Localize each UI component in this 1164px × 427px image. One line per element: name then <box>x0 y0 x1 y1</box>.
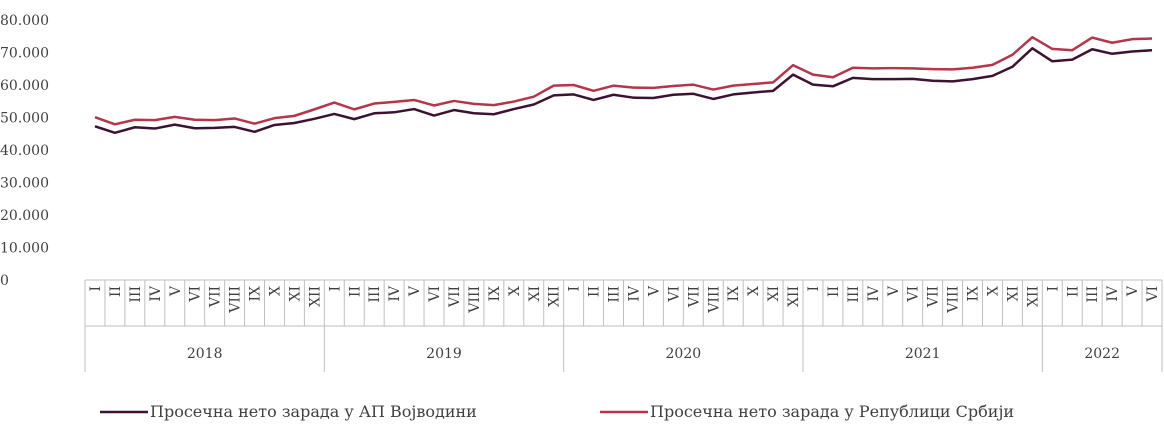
x-tick-label: III <box>1085 286 1101 303</box>
x-tick-label: I <box>806 286 822 292</box>
series-line <box>94 35 1153 126</box>
x-tick-label: VI <box>188 286 204 303</box>
y-tick-label: 40.000 <box>0 143 49 159</box>
x-tick-label: XII <box>786 286 802 307</box>
x-tick-label: XI <box>527 286 543 302</box>
x-tick-label: II <box>826 286 842 297</box>
x-tick-label: XI <box>1005 286 1021 302</box>
x-tick-label: IX <box>726 286 742 302</box>
x-tick-label: III <box>607 286 623 303</box>
y-tick-label: 70.000 <box>0 46 49 62</box>
x-tick-label: XI <box>287 286 303 302</box>
x-tick-label: IV <box>148 285 164 302</box>
x-tick-label: V <box>407 285 423 297</box>
x-tick-label: VII <box>686 286 702 308</box>
x-tick-label: VI <box>1145 286 1161 303</box>
x-tick-label: IX <box>487 286 503 302</box>
x-tick-label: I <box>327 286 343 292</box>
y-tick-label: 30.000 <box>0 176 49 192</box>
x-tick-label: VII <box>926 286 942 308</box>
y-tick-label: 50.000 <box>0 111 49 127</box>
x-tick-label: II <box>1065 286 1081 297</box>
y-tick-label: 0 <box>0 273 9 289</box>
x-tick-label: I <box>567 286 583 292</box>
x-tick-label: II <box>108 286 124 297</box>
group-label: 2019 <box>426 346 462 362</box>
y-tick-label: 10.000 <box>0 241 49 257</box>
x-tick-label: III <box>846 286 862 303</box>
x-tick-label: X <box>985 286 1001 296</box>
x-tick-label: V <box>646 285 662 297</box>
y-tick-label: 20.000 <box>0 208 49 224</box>
x-tick-label: III <box>128 286 144 303</box>
x-tick-label: XII <box>547 286 563 307</box>
group-label: 2020 <box>666 346 702 362</box>
x-tick-label: V <box>1125 285 1141 297</box>
x-tick-label: VI <box>906 286 922 303</box>
legend-label: Просечна нето зарада у АП Војводини <box>150 402 477 421</box>
x-tick-label: X <box>267 286 283 296</box>
x-tick-label: XII <box>1025 286 1041 307</box>
x-tick-label: XII <box>307 286 323 307</box>
x-tick-label: IX <box>966 286 982 302</box>
x-tick-label: VIII <box>706 286 722 314</box>
x-tick-label: V <box>168 285 184 297</box>
x-tick-label: III <box>367 286 383 303</box>
x-tick-label: XI <box>766 286 782 302</box>
series-line <box>94 47 1153 135</box>
x-tick-label: II <box>587 286 603 297</box>
x-tick-label: VI <box>666 286 682 303</box>
x-tick-label: X <box>746 286 762 296</box>
x-tick-label: IV <box>626 285 642 302</box>
x-tick-label: VIII <box>946 286 962 314</box>
x-tick-label: II <box>347 286 363 297</box>
x-tick-label: I <box>1045 286 1061 292</box>
y-tick-label: 80.000 <box>0 13 49 29</box>
x-tick-label: IX <box>248 286 264 302</box>
y-tick-label: 60.000 <box>0 78 49 94</box>
x-tick-label: VII <box>447 286 463 308</box>
x-tick-label: IV <box>387 285 403 302</box>
x-tick-label: IV <box>866 285 882 302</box>
x-tick-label: V <box>886 285 902 297</box>
x-tick-label: X <box>507 286 523 296</box>
x-tick-label: VIII <box>467 286 483 314</box>
legend-label: Просечна нето зарада у Републици Србији <box>650 402 1014 421</box>
group-label: 2021 <box>905 346 941 362</box>
group-label: 2022 <box>1084 346 1120 362</box>
group-label: 2018 <box>187 346 223 362</box>
x-tick-label: VIII <box>228 286 244 314</box>
x-tick-label: IV <box>1105 285 1121 302</box>
x-tick-label: VI <box>427 286 443 303</box>
x-tick-label: I <box>88 286 104 292</box>
x-tick-label: VII <box>208 286 224 308</box>
